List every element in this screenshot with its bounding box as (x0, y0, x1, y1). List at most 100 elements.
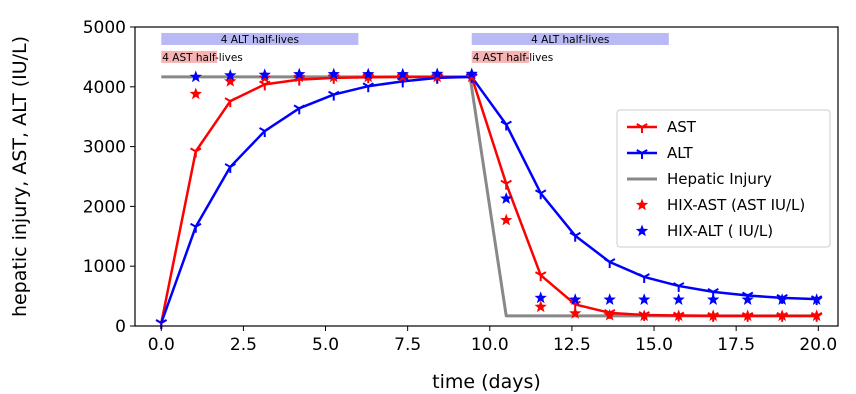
data-point (810, 293, 823, 305)
data-point (189, 70, 202, 83)
marker-stroke (638, 273, 645, 278)
data-point (396, 67, 409, 80)
half-life-band-label: 4 AST half-lives (473, 52, 554, 64)
data-point (500, 192, 513, 204)
data-point (327, 67, 340, 80)
marker-stroke (259, 80, 266, 86)
y-tick-label: 3000 (83, 138, 126, 158)
marker-stroke (505, 179, 512, 185)
data-point (259, 80, 271, 91)
marker-stroke (333, 90, 340, 96)
marker-stroke (367, 82, 374, 88)
marker-stroke (500, 120, 507, 126)
data-point (258, 68, 271, 81)
data-point (569, 231, 581, 242)
half-life-band-label: 4 AST half-lives (162, 52, 243, 64)
legend-label: AST (667, 118, 697, 136)
marker-stroke (641, 149, 648, 154)
series-alt (155, 73, 823, 330)
annotation-bands: 4 ALT half-lives 4 AST half-lives 4 ALT ha… (161, 32, 669, 64)
data-point (638, 273, 650, 283)
x-tick-label: 20.0 (799, 335, 837, 355)
marker-stroke (259, 127, 266, 132)
marker-stroke (224, 163, 231, 168)
y-tick-label: 4000 (83, 78, 126, 98)
data-point (775, 309, 789, 322)
data-point (672, 282, 685, 292)
legend-box (616, 109, 831, 248)
marker-stroke (672, 282, 680, 287)
x-tick-label: 15.0 (635, 335, 673, 355)
marker-stroke (540, 271, 547, 277)
data-point (293, 67, 306, 80)
marker-stroke (229, 97, 236, 103)
axis-ticks: 0.0 2.5 5.0 7.5 10.0 12.5 15.0 17.5 20.0 0 1000 200… (83, 18, 837, 355)
data-point (603, 293, 616, 305)
data-point (672, 309, 685, 322)
marker-stroke (264, 127, 271, 132)
marker-stroke (224, 97, 231, 103)
legend-item: Hepatic Injury (627, 170, 772, 188)
marker-stroke (155, 319, 162, 324)
x-tick-label: 12.5 (553, 335, 591, 355)
data-point (638, 309, 651, 322)
marker-stroke (712, 288, 719, 293)
marker-stroke (328, 90, 335, 96)
marker-stroke (603, 258, 611, 263)
data-point (465, 67, 478, 80)
marker-stroke (636, 123, 643, 128)
x-tick-label: 2.5 (230, 335, 257, 355)
x-tick-label: 5.0 (312, 335, 339, 355)
data-point (672, 293, 685, 305)
marker-stroke (678, 282, 685, 287)
x-tick-label: 0.0 (148, 335, 175, 355)
data-point (810, 309, 823, 322)
half-life-band (471, 32, 669, 45)
x-tick-label: 10.0 (471, 335, 509, 355)
marker-stroke (264, 80, 271, 86)
y-tick-label: 0 (115, 317, 126, 337)
y-tick-label: 5000 (83, 18, 126, 38)
marker-stroke (534, 189, 542, 195)
data-point (431, 67, 444, 80)
data-point (569, 293, 582, 305)
series-line (160, 75, 817, 324)
data-point (603, 308, 616, 321)
legend-marker (636, 149, 648, 159)
marker-stroke (747, 291, 754, 297)
data-point (224, 68, 237, 81)
series-hix-alt-iu-l (189, 67, 823, 305)
legend-item: HIX-AST (AST IU/L) (635, 196, 805, 214)
marker-stroke (505, 120, 512, 126)
marker-stroke (500, 179, 507, 185)
marker-stroke (298, 104, 305, 110)
data-point (741, 293, 754, 305)
legend-item: ALT (627, 144, 694, 162)
half-life-band (471, 50, 530, 63)
data-point (500, 120, 512, 131)
marker-stroke (190, 222, 197, 228)
data-point (569, 306, 582, 319)
data-point (224, 163, 236, 173)
data-point (362, 67, 375, 80)
plot-frame (134, 26, 839, 327)
marker-stroke (707, 288, 714, 293)
data-point (190, 147, 202, 158)
marker-stroke (229, 163, 236, 168)
marker-stroke (293, 104, 300, 110)
marker-stroke (362, 82, 369, 88)
data-point (259, 127, 271, 138)
data-point (224, 74, 237, 87)
legend-marker (635, 198, 649, 211)
marker-stroke (190, 147, 197, 153)
half-life-band-label: 4 ALT half-lives (531, 34, 609, 46)
data-point (500, 213, 513, 226)
series-layer (155, 67, 823, 330)
half-life-band (161, 32, 359, 45)
x-tick-label: 17.5 (717, 335, 755, 355)
data-point (293, 104, 305, 115)
data-point (224, 97, 236, 108)
legend-marker (635, 224, 649, 237)
x-axis-label: time (days) (432, 371, 541, 393)
